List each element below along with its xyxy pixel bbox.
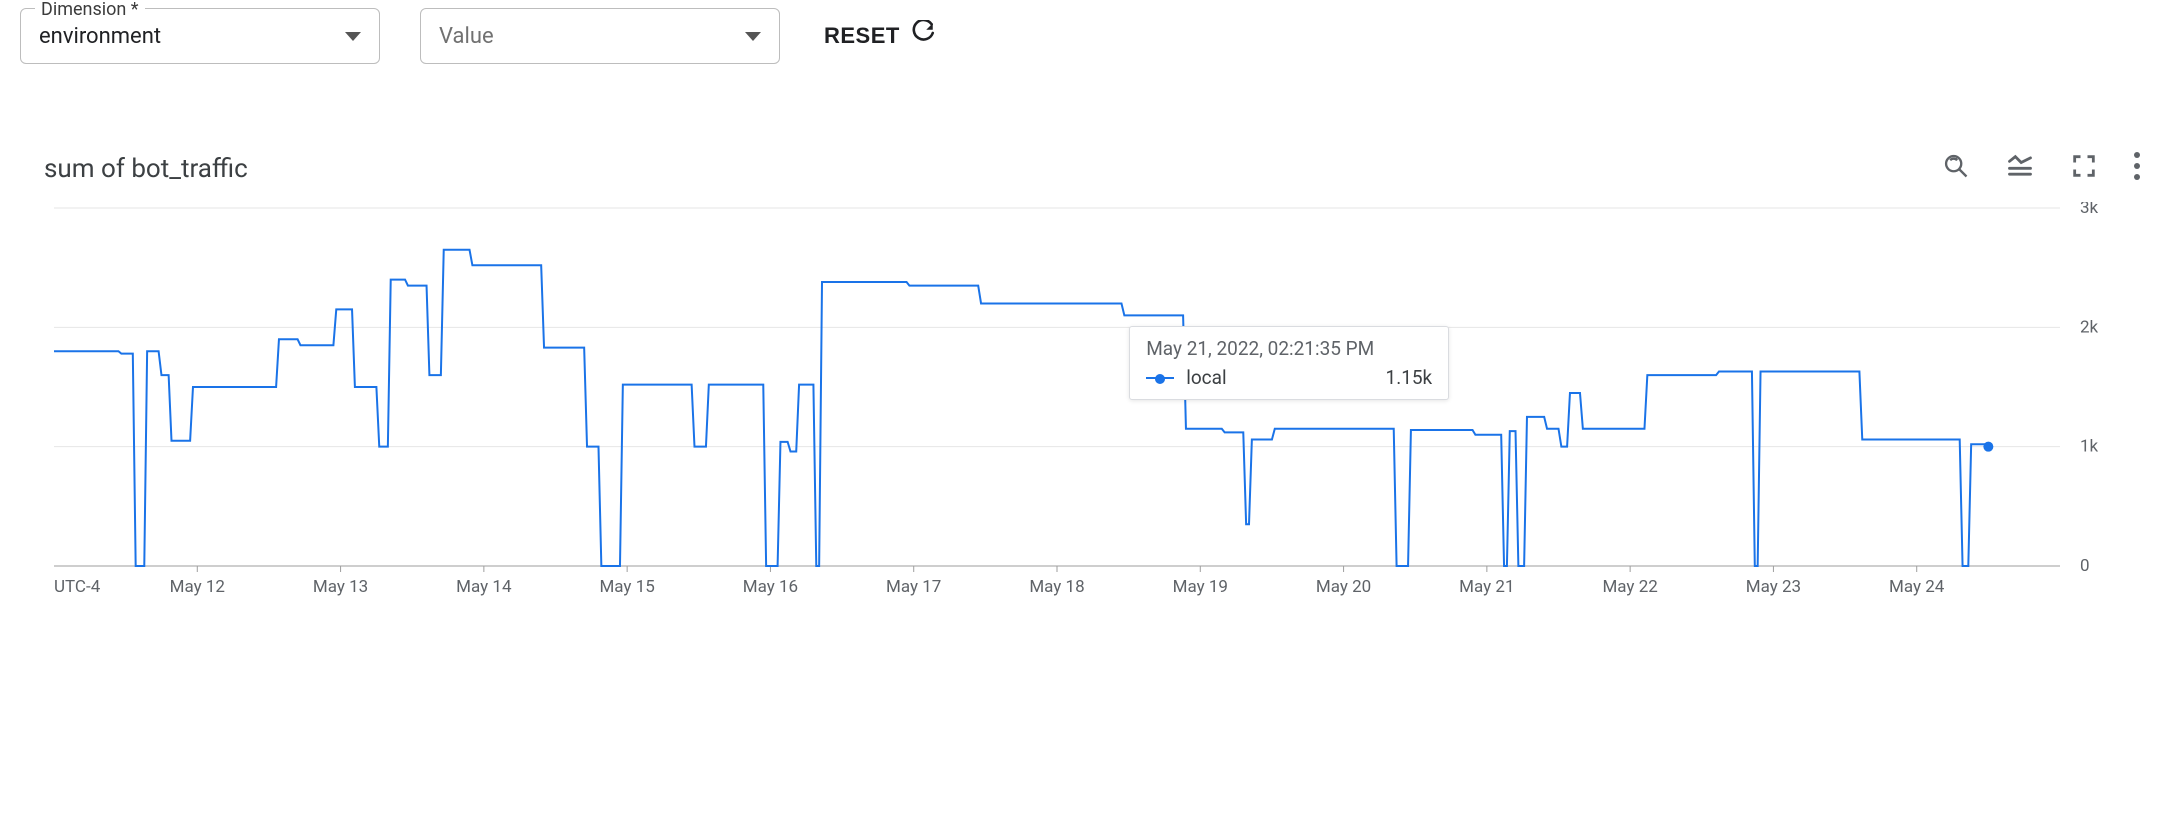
svg-text:UTC-4: UTC-4	[54, 577, 101, 597]
chart-svg: 0 1k 2k 3k May 12 May 13 May 14 May 15 May 16 May…	[44, 202, 2140, 602]
chevron-down-icon	[745, 32, 761, 41]
svg-text:May 19: May 19	[1173, 577, 1228, 597]
chart-toolbar	[1942, 152, 2140, 180]
reset-button-label: RESET	[824, 23, 900, 49]
zoom-reset-icon[interactable]	[1942, 152, 1970, 180]
svg-text:May 21: May 21	[1459, 577, 1514, 597]
svg-text:May 23: May 23	[1746, 577, 1801, 597]
refresh-icon	[910, 20, 936, 52]
svg-text:May 15: May 15	[599, 577, 654, 597]
fullscreen-icon[interactable]	[2070, 152, 2098, 180]
chevron-down-icon	[345, 32, 361, 41]
value-select-placeholder: Value	[439, 24, 494, 49]
svg-text:May 20: May 20	[1316, 577, 1371, 597]
svg-text:May 22: May 22	[1602, 577, 1657, 597]
svg-text:May 16: May 16	[743, 577, 798, 597]
tooltip-series-label: local	[1186, 366, 1373, 389]
filters-row: Dimension * environment Value RESET	[20, 8, 2164, 64]
svg-text:3k: 3k	[2080, 202, 2099, 218]
svg-text:2k: 2k	[2080, 317, 2099, 337]
chart-tooltip: May 21, 2022, 02:21:35 PM local 1.15k	[1129, 326, 1449, 400]
svg-text:May 17: May 17	[886, 577, 941, 597]
dimension-select[interactable]: Dimension * environment	[20, 8, 380, 64]
chart-card: sum of bot_traffic	[20, 134, 2164, 626]
reset-button[interactable]: RESET	[820, 12, 940, 60]
svg-text:May 18: May 18	[1029, 577, 1084, 597]
dimension-select-label: Dimension *	[35, 0, 145, 20]
svg-text:May 14: May 14	[456, 577, 512, 597]
chart-plot-area[interactable]: 0 1k 2k 3k May 12 May 13 May 14 May 15 May 16 May…	[44, 202, 2140, 602]
tooltip-series-value: 1.15k	[1386, 366, 1433, 389]
dimension-select-value: environment	[39, 24, 161, 49]
svg-text:1k: 1k	[2080, 437, 2099, 457]
value-select[interactable]: Value	[420, 8, 780, 64]
more-options-icon[interactable]	[2134, 152, 2140, 180]
tooltip-series-marker	[1146, 377, 1174, 379]
tooltip-timestamp: May 21, 2022, 02:21:35 PM	[1146, 337, 1432, 360]
chart-title: sum of bot_traffic	[44, 154, 2140, 184]
svg-text:May 13: May 13	[313, 577, 368, 597]
svg-text:May 24: May 24	[1889, 577, 1945, 597]
svg-text:0: 0	[2080, 556, 2090, 576]
legend-toggle-icon[interactable]	[2006, 152, 2034, 180]
svg-text:May 12: May 12	[170, 577, 225, 597]
